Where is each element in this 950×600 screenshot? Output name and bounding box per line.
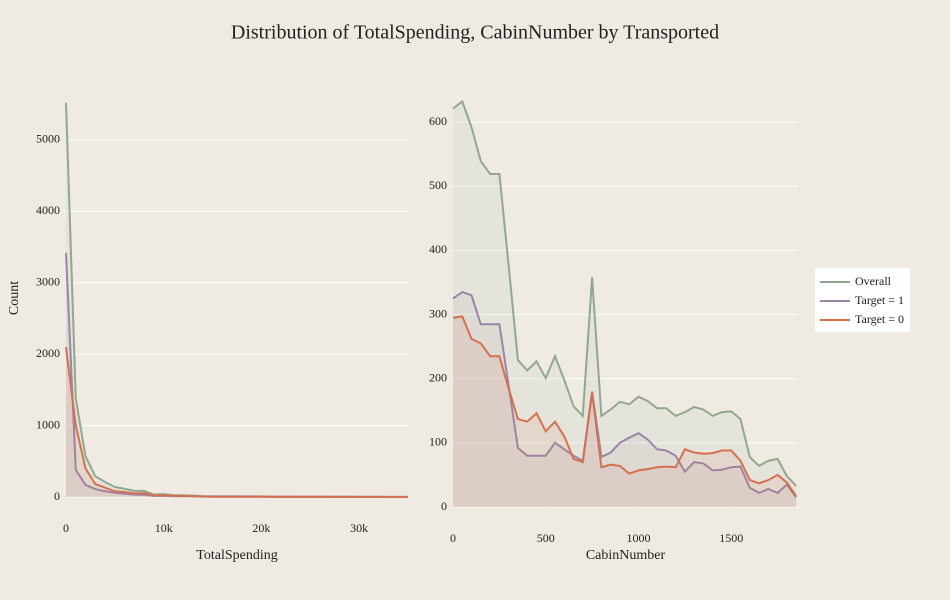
x-tick-label: 30k [350,521,368,535]
y-tick-label: 100 [429,435,447,449]
y-tick-label: 5000 [36,132,60,146]
chart-title: Distribution of TotalSpending, CabinNumb… [231,22,719,44]
legend-label: Overall [855,274,892,288]
y-tick-label: 0 [441,499,447,513]
area [453,316,797,507]
x-axis-title: TotalSpending [196,548,277,563]
x-tick-label: 20k [252,521,270,535]
x-tick-label: 0 [450,531,456,545]
y-tick-label: 300 [429,306,447,320]
legend: Overall Target = 1 Target = 0 [815,268,910,332]
series-line [452,315,797,497]
area [453,292,797,507]
x-tick-label: 0 [63,521,69,535]
y-tick-label: 500 [429,178,447,192]
y-tick-label: 400 [429,242,447,256]
y-tick-label: 1000 [36,417,60,431]
legend-label: Target = 0 [855,312,904,326]
x-tick-label: 10k [155,521,173,535]
y-tick-label: 2000 [36,346,60,360]
legend-label: Target = 1 [855,293,904,307]
y-tick-label: 0 [54,489,60,503]
x-tick-label: 1000 [626,531,650,545]
area [453,101,797,507]
y-tick-label: 3000 [36,275,60,289]
x-tick-label: 500 [537,531,555,545]
series-line [65,346,408,498]
x-axis-title: CabinNumber [586,548,666,563]
y-tick-label: 4000 [36,203,60,217]
y-axis-title: Count [7,281,22,315]
y-tick-label: 600 [429,114,447,128]
series-line [452,99,797,487]
y-tick-label: 200 [429,370,447,384]
x-tick-label: 1500 [719,531,743,545]
